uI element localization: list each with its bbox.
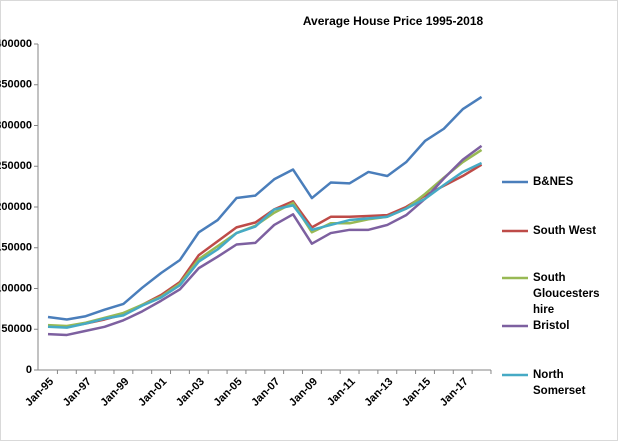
series-line xyxy=(47,95,483,321)
chart-title: Average House Price 1995-2018 xyxy=(303,14,484,28)
y-tick-label: 350000 xyxy=(0,79,32,91)
legend-label: North Somerset xyxy=(533,369,586,397)
series-line xyxy=(47,161,483,329)
y-tick-label: 300000 xyxy=(0,119,32,131)
y-tick-label: 250000 xyxy=(0,160,32,172)
legend-label: South Gloucestershire xyxy=(533,272,600,316)
y-tick-label: 0 xyxy=(26,364,32,376)
y-tick-label: 400000 xyxy=(0,38,32,50)
legend-label: South West xyxy=(533,225,597,237)
y-tick-label: 200000 xyxy=(0,201,32,213)
legend-label: B&NES xyxy=(533,176,574,188)
y-tick-label: 100000 xyxy=(0,282,32,294)
y-tick-label: 50000 xyxy=(1,323,32,335)
series-line xyxy=(47,144,483,337)
y-tick-label: 150000 xyxy=(0,242,32,254)
legend-label: Bristol xyxy=(533,320,570,332)
